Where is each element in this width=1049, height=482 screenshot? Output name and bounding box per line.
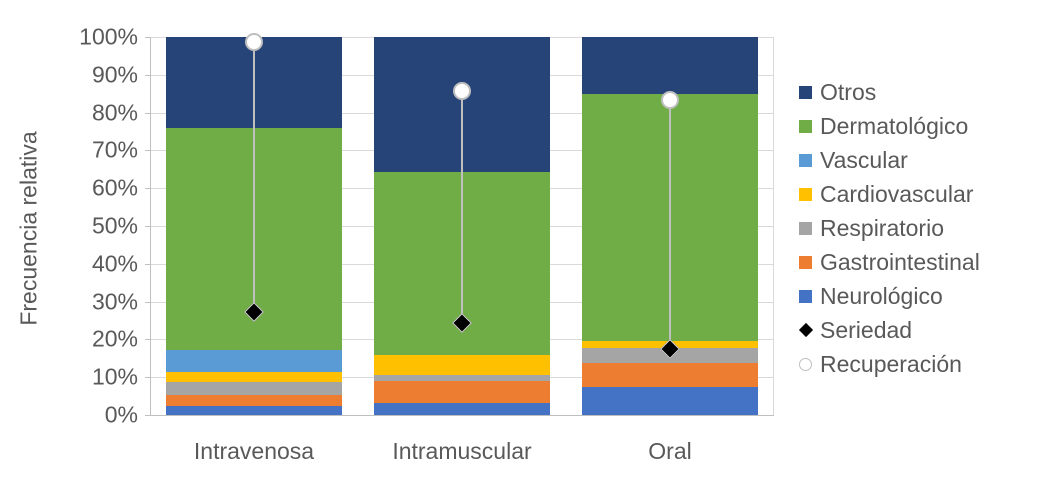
legend-item-vascular: Vascular	[799, 143, 980, 177]
bar-segment-otros	[582, 37, 758, 95]
legend-diamond-icon	[798, 322, 813, 338]
y-tick-mark	[145, 377, 150, 379]
y-tick-label: 50%	[91, 212, 138, 239]
y-tick-mark	[145, 74, 150, 76]
recuperacion-marker	[453, 81, 471, 100]
y-tick-label: 80%	[91, 99, 138, 126]
bar-segment-neurológico	[374, 402, 550, 415]
y-tick-label: 100%	[79, 23, 138, 50]
legend-label: Neurológico	[820, 282, 943, 309]
legend-label: Gastrointestinal	[820, 248, 980, 275]
legend-item-respiratorio: Respiratorio	[799, 211, 980, 245]
legend-label: Otros	[820, 78, 877, 105]
legend-square-swatch	[799, 85, 812, 99]
y-tick-label: 90%	[91, 61, 138, 88]
bar-segment-gastrointestinal	[582, 362, 758, 387]
x-axis-line	[150, 415, 774, 416]
y-tick-mark	[145, 188, 150, 190]
y-tick-mark	[145, 415, 150, 416]
x-category-label: Intramuscular	[392, 438, 532, 464]
legend: Otros Dermatológico Vascular Cardiovascular…	[798, 75, 980, 381]
y-tick-mark	[145, 301, 150, 303]
legend-square-swatch	[799, 187, 812, 201]
legend-label: Respiratorio	[820, 214, 944, 241]
bar-segment-vascular	[166, 350, 342, 372]
x-category-label: Intravenosa	[193, 438, 315, 464]
legend-item-cardiovascular: Cardiovascular	[799, 177, 980, 211]
legend-circle-icon	[799, 357, 812, 371]
legend-item-neurológico: Neurológico	[799, 279, 980, 313]
plot-area	[145, 32, 774, 416]
y-tick-label: 40%	[91, 250, 138, 277]
y-tick-label: 0%	[104, 401, 138, 428]
y-tick-mark	[145, 263, 150, 265]
y-tick-mark	[145, 339, 150, 341]
y-axis-title: Frecuencia relativa	[15, 131, 42, 326]
legend-item-recuperación: Recuperación	[799, 347, 980, 381]
y-tick-mark	[145, 226, 150, 227]
bar-segment-cardiovascular	[374, 355, 550, 376]
plot-right-border	[773, 37, 774, 415]
legend-item-otros: Otros	[799, 75, 980, 109]
high-low-line	[669, 100, 671, 349]
y-tick-mark	[145, 150, 150, 152]
legend-label: Seriedad	[820, 316, 913, 343]
bar-segment-neurológico	[582, 386, 758, 415]
legend-square-swatch	[799, 153, 812, 167]
legend-label: Dermatológico	[820, 112, 969, 139]
legend-label: Vascular	[820, 146, 908, 173]
high-low-line	[461, 90, 463, 324]
y-tick-mark	[145, 112, 150, 114]
legend-label: Recuperación	[820, 350, 962, 377]
bar-segment-gastrointestinal	[374, 381, 550, 403]
legend-square-swatch	[799, 221, 812, 235]
bar-segment-cardiovascular	[166, 371, 342, 383]
legend-item-dermatológico: Dermatológico	[799, 109, 980, 143]
legend-label: Cardiovascular	[820, 180, 974, 207]
bar-segment-neurológico	[166, 405, 342, 415]
y-tick-label: 20%	[91, 325, 138, 352]
legend-square-swatch	[799, 289, 812, 303]
y-tick-label: 70%	[91, 136, 138, 163]
y-tick-label: 60%	[91, 174, 138, 201]
legend-item-gastrointestinal: Gastrointestinal	[799, 245, 980, 279]
legend-square-swatch	[799, 119, 812, 133]
y-tick-label: 30%	[91, 288, 138, 315]
bar-segment-gastrointestinal	[166, 395, 342, 406]
y-axis-line	[150, 37, 151, 415]
bar-segment-respiratorio	[166, 382, 342, 396]
y-tick-mark	[145, 37, 150, 38]
bar-segment-respiratorio	[374, 375, 550, 382]
recuperacion-marker	[245, 32, 263, 51]
y-tick-label: 10%	[91, 363, 138, 390]
legend-square-swatch	[799, 255, 812, 269]
legend-item-seriedad: Seriedad	[798, 313, 980, 347]
high-low-line	[253, 41, 255, 313]
x-category-label: Oral	[648, 438, 692, 464]
recuperacion-marker	[661, 91, 679, 110]
